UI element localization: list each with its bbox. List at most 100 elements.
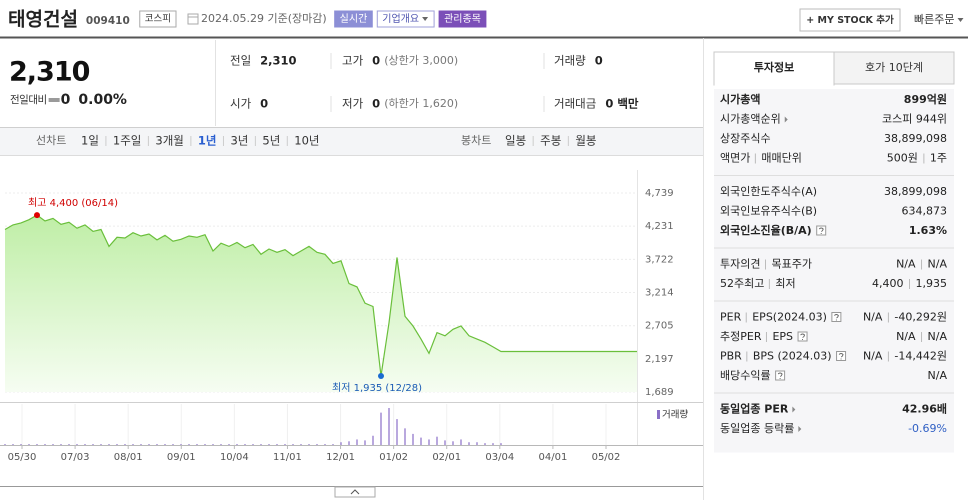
info-value: 38,899,098	[884, 185, 947, 198]
collapse-icon	[350, 489, 360, 495]
volume-bar	[60, 444, 62, 445]
info-label: 배당수익률	[720, 369, 771, 382]
summary-label: 고가	[342, 54, 364, 68]
help-icon[interactable]	[836, 351, 847, 361]
info-tab: 호가 10단계	[865, 61, 923, 74]
period-tab[interactable]: 10년	[294, 134, 319, 148]
info-label: EPS	[772, 330, 793, 343]
y-tick-label: 2,705	[645, 321, 674, 332]
badge-text: 기업개요	[382, 12, 419, 25]
help-icon[interactable]	[831, 312, 842, 322]
volume-bar	[484, 443, 486, 445]
volume-bar	[244, 444, 246, 445]
volume-bar	[492, 443, 494, 445]
x-tick-label: 05/02	[592, 452, 621, 463]
volume-bar	[364, 440, 366, 445]
summary-value: 0	[260, 97, 268, 111]
volume-bar	[132, 444, 134, 445]
candle-tab[interactable]: 일봉	[505, 134, 526, 148]
volume-bar	[76, 444, 78, 445]
info-value: -0.69%	[908, 422, 947, 435]
volume-bar	[268, 444, 270, 445]
period-tab[interactable]: 3개월	[155, 134, 183, 148]
badge[interactable]	[376, 10, 435, 28]
help-icon[interactable]	[797, 331, 808, 342]
info-value: N/A	[928, 258, 948, 271]
market-badge	[139, 10, 177, 28]
summary-value: 0 백만	[605, 97, 639, 111]
badge[interactable]	[334, 10, 373, 28]
as-of-date: 2024.05.29 기준(장마감)	[201, 12, 327, 25]
x-tick-label: 02/01	[432, 452, 461, 463]
y-tick-label: 1,689	[645, 387, 674, 398]
volume-bar	[460, 439, 462, 445]
help-icon[interactable]	[816, 225, 827, 236]
volume-bar	[20, 444, 22, 445]
volume-bar	[36, 444, 38, 445]
y-tick-label: 3,214	[645, 288, 674, 299]
link-arrow	[792, 406, 796, 413]
volume-bar	[156, 444, 158, 445]
info-value: 4,400	[872, 277, 904, 290]
badge-dropdown	[422, 17, 429, 21]
period-tab[interactable]: 5년	[262, 134, 280, 148]
info-value: N/A	[896, 258, 916, 271]
volume-bar	[228, 444, 230, 445]
info-label: 외국인소진율(B/A)	[720, 223, 812, 237]
volume-bar	[500, 443, 502, 445]
badge-text: 관리종목	[444, 13, 481, 25]
info-label: PER	[720, 311, 742, 324]
price-area	[5, 215, 637, 392]
summary-value: 0	[595, 54, 603, 68]
x-tick-label: 11/01	[273, 452, 302, 463]
summary-value: 0	[372, 54, 380, 68]
period-tab[interactable]: 1주일	[113, 134, 141, 148]
max-label: 최고 4,400 (06/14)	[28, 197, 118, 209]
info-tab: 투자정보	[754, 60, 794, 74]
stock-code: 009410	[86, 15, 130, 27]
y-tick-label: 2,197	[645, 354, 674, 365]
volume-bar	[180, 444, 182, 445]
candle-tab[interactable]: 주봉	[540, 134, 561, 148]
info-label: 동일업종 등락률	[720, 421, 794, 435]
badge[interactable]	[438, 10, 487, 28]
info-value: N/A	[863, 311, 883, 324]
quick-order[interactable]: 빠른주문	[914, 13, 954, 26]
max-marker	[34, 212, 40, 219]
volume-bar	[356, 439, 358, 445]
help-glyph	[834, 314, 839, 321]
period-tab[interactable]: 1년	[198, 134, 217, 148]
volume-bar	[332, 444, 334, 445]
volume-bar	[380, 412, 382, 445]
help-icon[interactable]	[775, 370, 786, 381]
info-value: 1.63%	[909, 224, 947, 237]
info-label: 액면가	[720, 152, 750, 165]
tab-active[interactable]	[713, 51, 835, 86]
summary-label: 전일	[230, 54, 251, 68]
volume-bar	[324, 444, 326, 445]
x-tick-label: 10/04	[220, 452, 249, 463]
period-tab[interactable]: 1일	[81, 134, 99, 148]
volume-bar	[316, 444, 318, 445]
summary-value: 2,310	[260, 54, 296, 68]
volume-bar	[52, 444, 54, 445]
volume-bar	[276, 444, 278, 445]
volume-bar	[164, 444, 166, 445]
volume-bar	[148, 444, 150, 445]
mystock-button-text: + MY STOCK 추가	[806, 14, 894, 26]
tab-inactive[interactable]	[833, 51, 955, 85]
period-tab[interactable]: 3년	[230, 134, 248, 148]
volume-bar	[420, 437, 422, 445]
x-tick-label: 01/02	[379, 452, 408, 463]
info-box	[714, 89, 954, 453]
info-label: 투자의견	[720, 258, 760, 271]
collapse-button[interactable]	[334, 486, 376, 498]
candle-tab[interactable]: 월봉	[575, 134, 596, 148]
x-tick-label: 04/01	[538, 452, 567, 463]
mystock-button[interactable]	[799, 8, 901, 32]
volume-bar	[196, 444, 198, 445]
volume-bar	[12, 444, 14, 445]
volume-bar	[476, 442, 478, 445]
info-value: 500원	[887, 152, 918, 165]
